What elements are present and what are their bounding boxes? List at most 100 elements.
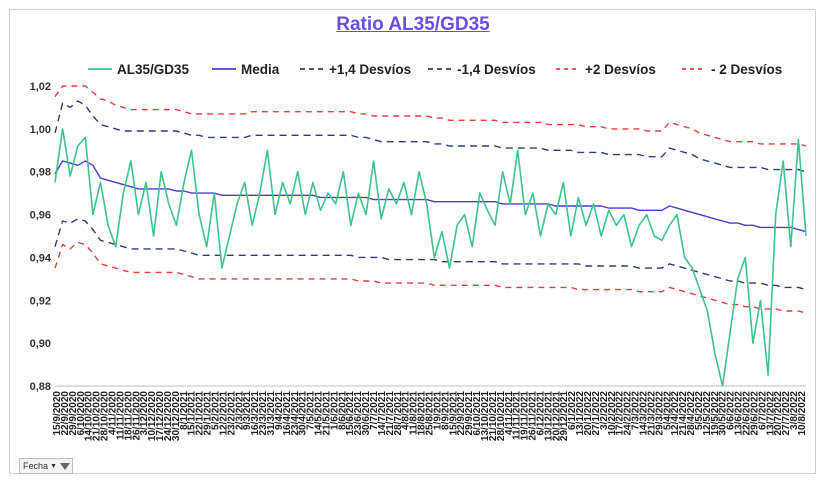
x-tick-label: 7/5/2021 <box>306 391 317 430</box>
x-tick-label: 24/12/2020 <box>163 391 174 441</box>
x-tick-label: 23/6/2021 <box>353 391 364 436</box>
legend-label: -1,4 Desvíos <box>457 62 536 77</box>
x-tick-label: 12/4/2022 <box>670 391 681 436</box>
x-tick-label: 9/4/2021 <box>274 391 285 430</box>
x-tick-label: 30/12/2020 <box>171 391 182 441</box>
x-tick-label: 13/7/2022 <box>765 391 776 436</box>
x-tick-label: 18/8/2021 <box>417 391 428 436</box>
x-tick-label: 29/12/2021 <box>559 391 570 441</box>
x-tick-label: 30/6/2021 <box>361 391 372 436</box>
x-tick-label: 1/6/2021 <box>329 391 340 430</box>
x-tick-label: 21/5/2021 <box>321 391 332 436</box>
x-tick-label: 22/9/2020 <box>60 391 71 436</box>
series-line <box>54 160 807 233</box>
x-tick-label: 28/10/2020 <box>100 391 111 441</box>
x-tick-label: 11/11/2020 <box>115 391 126 440</box>
x-tick-label: 20/7/2022 <box>773 391 784 436</box>
x-tick-label: 4/11/2020 <box>107 391 118 435</box>
x-tick-label: 29/9/2020 <box>68 391 79 436</box>
x-tick-label: 29/3/2022 <box>654 391 665 436</box>
y-tick-label: 0,88 <box>30 381 51 393</box>
x-tick-label: 14/3/2022 <box>638 391 649 436</box>
x-tick-label: 15/1/2021 <box>187 391 198 436</box>
x-tick-label: 27/7/2022 <box>781 391 792 436</box>
plot-area <box>54 85 807 387</box>
x-tick-label: 3/8/2022 <box>789 391 800 430</box>
funnel-icon <box>59 462 70 470</box>
y-tick-label: 1,02 <box>30 81 51 93</box>
legend-label: AL35/GD35 <box>117 62 190 77</box>
x-tick-label: 8/1/2021 <box>179 391 190 430</box>
x-tick-label: 5/4/2022 <box>662 391 673 430</box>
x-tick-label: 21/10/2021 <box>488 391 499 441</box>
x-tick-label: 16/4/2021 <box>282 391 293 436</box>
x-tick-label: 29/9/2021 <box>464 391 475 436</box>
x-tick-label: 25/8/2021 <box>425 391 436 436</box>
x-tick-label: 28/4/2022 <box>686 391 697 436</box>
x-tick-label: 26/11/2021 <box>528 391 539 441</box>
x-tick-label: 21/7/2021 <box>385 391 396 436</box>
series-line <box>54 241 807 314</box>
x-tick-label: 22/9/2021 <box>456 391 467 436</box>
x-tick-label: 7/3/2022 <box>631 391 642 430</box>
x-tick-label: 6/10/2021 <box>472 391 483 436</box>
chart-title: Ratio AL35/GD35 <box>336 14 490 35</box>
x-tick-label: 31/3/2021 <box>266 391 277 436</box>
y-axis: 0,88 0,90 0,92 0,94 0,96 0,98 1,00 1,02 <box>30 81 806 393</box>
x-tick-label: 15/9/2021 <box>448 391 459 436</box>
x-tick-label: 4/8/2021 <box>401 391 412 430</box>
x-tick-label: 14/5/2021 <box>314 391 325 436</box>
x-tick-label: 2/3/2021 <box>234 391 245 430</box>
filter-label: Fecha <box>23 461 49 471</box>
x-tick-label: 13/10/2021 <box>480 391 491 441</box>
x-tick-label: 14/7/2021 <box>377 391 388 436</box>
x-tick-label: 1/9/2021 <box>432 391 443 430</box>
x-tick-label: 28/7/2021 <box>393 391 404 436</box>
y-tick-label: 0,96 <box>30 210 51 222</box>
date-filter-button[interactable]: Fecha ▼ <box>19 458 73 474</box>
x-tick-label: 6/7/2022 <box>757 391 768 430</box>
x-tick-label: 16/3/2021 <box>250 391 261 436</box>
x-tick-label: 13/6/2022 <box>734 391 745 436</box>
x-tick-label: 22/1/2021 <box>195 391 206 436</box>
x-tick-label: 12/5/2022 <box>702 391 713 436</box>
x-tick-label: 7/7/2021 <box>369 391 380 430</box>
x-tick-label: 10/8/2022 <box>797 391 808 436</box>
x-tick-label: 4/11/2021 <box>504 391 515 435</box>
x-tick-label: 15/6/2021 <box>345 391 356 436</box>
x-tick-label: 5/5/2022 <box>694 391 705 430</box>
x-tick-label: 8/9/2021 <box>440 391 451 430</box>
x-tick-label: 9/3/2021 <box>242 391 253 430</box>
x-tick-label: 21/10/2020 <box>92 391 103 441</box>
legend-label: +1,4 Desvíos <box>329 62 411 77</box>
x-tick-label: 29/6/2022 <box>749 391 760 436</box>
x-tick-label: 21/4/2022 <box>678 391 689 436</box>
series-line <box>54 100 807 173</box>
x-tick-label: 23/4/2021 <box>290 391 301 436</box>
x-tick-label: 6/6/2022 <box>726 391 737 430</box>
x-tick-label: 26/11/2020 <box>131 391 142 441</box>
x-tick-label: 20/1/2022 <box>583 391 594 436</box>
x-tick-label: 28/10/2021 <box>496 391 507 441</box>
x-tick-label: 11/11/2021 <box>512 391 523 440</box>
x-tick-label: 3/2/2022 <box>599 391 610 430</box>
x-tick-label: 18/11/2020 <box>123 391 134 441</box>
legend-label: +2 Desvíos <box>585 62 656 77</box>
x-axis: 15/9/202022/9/202029/9/20206/10/202014/1… <box>52 391 808 441</box>
x-tick-label: 13/1/2022 <box>575 391 586 436</box>
series-line <box>54 128 807 387</box>
x-tick-label: 30/4/2021 <box>298 391 309 436</box>
chart-legend: AL35/GD35 Media +1,4 Desvíos -1,4 Desvíos +2… <box>88 62 782 77</box>
x-tick-label: 6/12/2021 <box>535 391 546 436</box>
x-tick-label: 6/1/2022 <box>567 391 578 430</box>
x-tick-label: 30/5/2022 <box>718 391 729 436</box>
x-tick-label: 6/10/2020 <box>76 391 87 436</box>
x-tick-label: 23/2/2021 <box>226 391 237 436</box>
x-tick-label: 8/6/2021 <box>337 391 348 430</box>
x-tick-label: 17/12/2020 <box>155 391 166 441</box>
x-tick-label: 19/5/2022 <box>710 391 721 436</box>
x-tick-label: 5/2/2021 <box>211 391 222 430</box>
x-tick-label: 24/2/2022 <box>623 391 634 436</box>
x-tick-label: 27/1/2022 <box>591 391 602 436</box>
